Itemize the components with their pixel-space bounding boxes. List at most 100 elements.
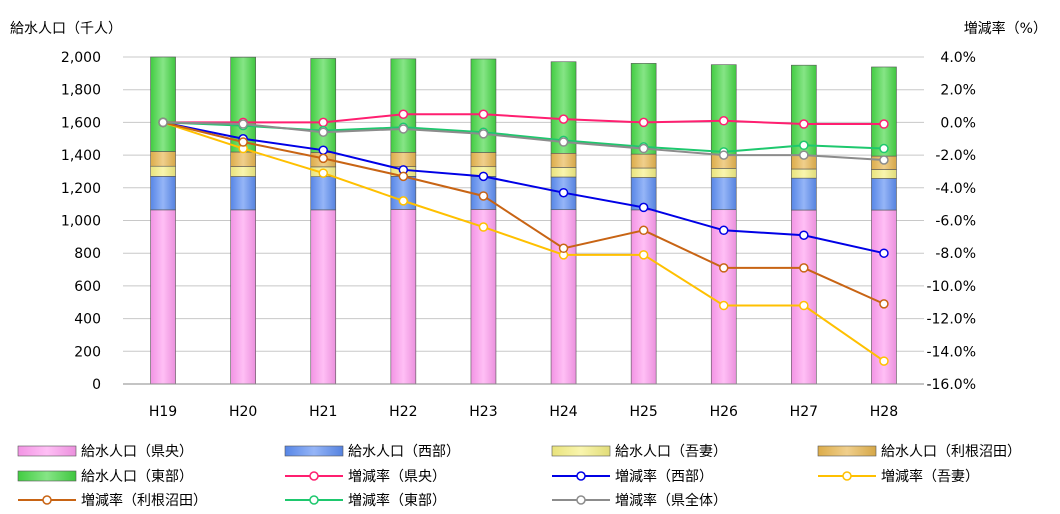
series-line xyxy=(162,121,885,362)
legend-label: 増減率（県央） xyxy=(348,468,446,485)
bar-segment xyxy=(791,64,817,156)
bar-segment xyxy=(150,176,176,211)
bar-segment xyxy=(150,209,176,385)
series-point xyxy=(398,124,409,134)
series-line xyxy=(162,121,885,255)
series-point xyxy=(799,300,809,311)
right-tick-label: -6.0% xyxy=(935,214,976,230)
series-point xyxy=(398,171,409,182)
series-point xyxy=(719,263,729,273)
series-point xyxy=(799,150,809,160)
series-point xyxy=(879,119,889,129)
bar-segment xyxy=(710,177,737,211)
legend-marker xyxy=(576,471,586,481)
legend-marker xyxy=(42,495,52,505)
x-tick-label: H26 xyxy=(710,404,738,420)
right-tick-label: -4.0% xyxy=(935,181,976,197)
gridlines xyxy=(123,56,924,385)
series-point xyxy=(158,117,168,128)
series-point xyxy=(238,119,248,129)
legend-marker xyxy=(309,495,319,505)
bar-segment xyxy=(630,209,657,385)
bar-segment xyxy=(310,209,337,385)
left-tick-label: 1,200 xyxy=(61,181,101,197)
left-tick-label: 0 xyxy=(92,377,101,393)
bar-segment xyxy=(470,152,497,168)
legend-marker xyxy=(576,495,586,505)
bar-segment xyxy=(791,177,817,211)
bar-segment xyxy=(710,209,737,385)
right-tick-label: -16.0% xyxy=(926,377,976,393)
bar-segment xyxy=(310,58,337,153)
left-axis-ticks: 0 200 400 600 800 1,000 1,200 1,400 1,600 1,800 2,… xyxy=(61,50,101,393)
legend-marker xyxy=(309,471,319,481)
series-point xyxy=(478,171,489,182)
series-point xyxy=(638,143,649,154)
bar-segment xyxy=(550,167,577,178)
right-axis-label: 増減率（%） xyxy=(964,20,1047,37)
legend-label: 給水人口（西部） xyxy=(348,444,460,460)
legend-label: 増減率（県全体） xyxy=(615,492,727,509)
bar-segment xyxy=(150,151,176,167)
bar-segment xyxy=(710,168,737,178)
series-point xyxy=(478,222,489,232)
series-point xyxy=(478,129,489,139)
right-tick-label: 0.0% xyxy=(940,115,976,131)
series-point xyxy=(638,117,649,128)
bar-segment xyxy=(791,168,817,179)
series-point xyxy=(558,243,569,254)
series-point xyxy=(558,114,569,124)
legend-label: 増減率（吾妻） xyxy=(881,468,979,485)
legend-marker xyxy=(842,471,852,481)
bar-segment xyxy=(150,56,176,152)
x-tick-label: H19 xyxy=(149,404,177,420)
bar-segment xyxy=(871,169,897,179)
series-line xyxy=(163,121,885,162)
series-point xyxy=(318,127,328,137)
left-tick-label: 1,000 xyxy=(61,214,101,230)
bar-segment xyxy=(150,165,176,177)
left-tick-label: 1,600 xyxy=(61,115,101,131)
series-point xyxy=(719,116,729,126)
bar-segment xyxy=(390,209,417,385)
bar-segment xyxy=(710,64,737,155)
left-tick-label: 200 xyxy=(74,344,101,360)
x-tick-label: H23 xyxy=(469,404,497,420)
x-tick-label: H25 xyxy=(629,404,657,420)
lines xyxy=(158,109,889,366)
series-point xyxy=(318,117,328,128)
left-tick-label: 600 xyxy=(74,279,101,295)
bar-segment xyxy=(630,153,657,169)
series-point xyxy=(558,137,569,147)
bar-segment xyxy=(310,176,337,211)
series-point xyxy=(238,137,248,147)
series-line xyxy=(163,113,884,126)
series-line xyxy=(162,121,885,305)
left-axis-label: 給水人口（千人） xyxy=(10,21,122,37)
right-tick-label: 4.0% xyxy=(940,50,976,66)
legend-swatch xyxy=(817,445,877,457)
bar-segment xyxy=(630,167,657,178)
x-axis-ticks: H19 H20 H21 H22 H23 H24 H25 H26 H27 H28 xyxy=(149,404,898,420)
series-point xyxy=(478,109,489,119)
right-tick-label: -8.0% xyxy=(935,246,976,262)
x-tick-label: H24 xyxy=(549,404,577,420)
bar-segment xyxy=(550,209,577,385)
x-tick-label: H20 xyxy=(229,404,257,420)
x-tick-label: H21 xyxy=(309,404,337,420)
series-point xyxy=(318,153,328,164)
legend-label: 給水人口（吾妻） xyxy=(615,444,727,460)
bar-segment xyxy=(390,152,417,167)
series-point xyxy=(799,263,809,273)
bar-segment xyxy=(230,176,256,211)
series-point xyxy=(879,299,889,309)
series-point xyxy=(719,300,729,311)
right-tick-label: 2.0% xyxy=(940,83,976,99)
bar-segment xyxy=(871,178,897,211)
legend-swatch xyxy=(284,445,344,457)
right-tick-label: -10.0% xyxy=(926,279,976,295)
series-point xyxy=(478,191,489,201)
legend-swatch xyxy=(551,445,611,457)
bar-segment xyxy=(230,166,256,177)
